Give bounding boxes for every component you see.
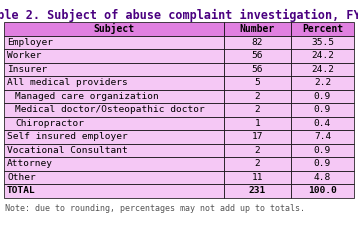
Text: Vocational Consultant: Vocational Consultant (7, 146, 128, 155)
Bar (291, 116, 354, 130)
Bar (291, 143, 354, 157)
Text: 2: 2 (255, 159, 260, 168)
Bar (224, 49, 291, 62)
Text: Worker: Worker (7, 51, 42, 60)
Text: 2: 2 (255, 92, 260, 101)
Text: Self insured employer: Self insured employer (7, 132, 128, 141)
Bar (4, 170, 224, 184)
Bar (224, 143, 291, 157)
Bar (291, 184, 354, 197)
Text: Managed care organization: Managed care organization (15, 92, 159, 101)
Bar (291, 62, 354, 76)
Text: 100.0: 100.0 (308, 186, 337, 195)
Text: Employer: Employer (7, 38, 53, 47)
Bar (224, 103, 291, 116)
Bar (224, 184, 291, 197)
Text: 231: 231 (249, 186, 266, 195)
Text: Table 2. Subject of abuse complaint investigation, FY99: Table 2. Subject of abuse complaint inve… (0, 9, 358, 22)
Bar (224, 76, 291, 89)
Text: Subject: Subject (93, 23, 135, 34)
Text: All medical providers: All medical providers (7, 78, 128, 87)
Bar (291, 35, 354, 49)
Bar (291, 49, 354, 62)
Bar (291, 103, 354, 116)
Text: 4.8: 4.8 (314, 173, 331, 182)
Text: 0.9: 0.9 (314, 146, 331, 155)
Bar (4, 103, 224, 116)
Text: TOTAL: TOTAL (7, 186, 36, 195)
Bar (4, 89, 224, 103)
Text: 0.9: 0.9 (314, 159, 331, 168)
Bar (4, 62, 224, 76)
Text: 0.9: 0.9 (314, 105, 331, 114)
Text: 0.4: 0.4 (314, 119, 331, 128)
Bar (291, 157, 354, 170)
Bar (4, 130, 224, 143)
Bar (4, 184, 224, 197)
Text: 1: 1 (255, 119, 260, 128)
Text: 35.5: 35.5 (311, 38, 334, 47)
Text: 2.2: 2.2 (314, 78, 331, 87)
Bar (291, 170, 354, 184)
Text: 2: 2 (255, 105, 260, 114)
Bar (4, 116, 224, 130)
Bar (224, 35, 291, 49)
Bar (291, 89, 354, 103)
Text: 0.9: 0.9 (314, 92, 331, 101)
Bar (4, 49, 224, 62)
Bar (4, 22, 224, 35)
Text: 56: 56 (252, 65, 263, 74)
Text: Note: due to rounding, percentages may not add up to totals.: Note: due to rounding, percentages may n… (5, 204, 305, 213)
Text: 11: 11 (252, 173, 263, 182)
Bar (224, 116, 291, 130)
Text: 82: 82 (252, 38, 263, 47)
Bar (291, 76, 354, 89)
Bar (224, 89, 291, 103)
Text: 2: 2 (255, 146, 260, 155)
Text: 24.2: 24.2 (311, 65, 334, 74)
Text: Percent: Percent (302, 24, 343, 34)
Bar (4, 35, 224, 49)
Text: 7.4: 7.4 (314, 132, 331, 141)
Bar (291, 22, 354, 35)
Bar (224, 157, 291, 170)
Text: Attorney: Attorney (7, 159, 53, 168)
Text: Medical doctor/Osteopathic doctor: Medical doctor/Osteopathic doctor (15, 105, 205, 114)
Bar (224, 170, 291, 184)
Bar (224, 130, 291, 143)
Bar (4, 157, 224, 170)
Text: Chiropractor: Chiropractor (15, 119, 84, 128)
Bar (291, 130, 354, 143)
Bar (4, 143, 224, 157)
Text: Other: Other (7, 173, 36, 182)
Text: 17: 17 (252, 132, 263, 141)
Text: 5: 5 (255, 78, 260, 87)
Text: Insurer: Insurer (7, 65, 47, 74)
Bar (224, 62, 291, 76)
Text: 24.2: 24.2 (311, 51, 334, 60)
Bar (4, 76, 224, 89)
Bar (224, 22, 291, 35)
Text: Number: Number (240, 24, 275, 34)
Text: 56: 56 (252, 51, 263, 60)
